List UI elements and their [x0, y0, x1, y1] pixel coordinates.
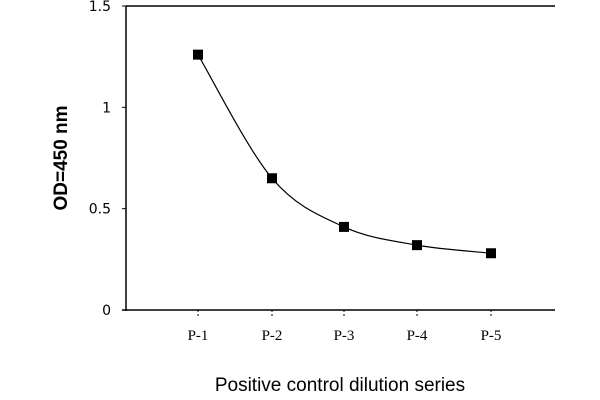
data-point — [412, 240, 422, 251]
y-tick-label: 1 — [102, 100, 111, 116]
y-tick-label: 1.5 — [89, 0, 111, 15]
series-line — [197, 54, 492, 254]
data-point — [486, 248, 496, 259]
x-tick-label: P-5 — [481, 328, 502, 344]
y-tick-label: 0 — [102, 303, 111, 319]
x-tick-label: P-3 — [334, 328, 355, 344]
y-tick-label: 0.5 — [89, 202, 111, 218]
data-point — [339, 221, 349, 232]
x-axis-label: Positive control dilution series — [215, 375, 465, 396]
y-axis-label: OD=450 nm — [51, 105, 72, 210]
x-tick-label: P-4 — [407, 328, 428, 344]
x-tick-label: P-2 — [262, 328, 283, 344]
data-point — [193, 49, 203, 60]
x-tick-label: P-1 — [188, 328, 209, 344]
data-point — [267, 173, 277, 184]
